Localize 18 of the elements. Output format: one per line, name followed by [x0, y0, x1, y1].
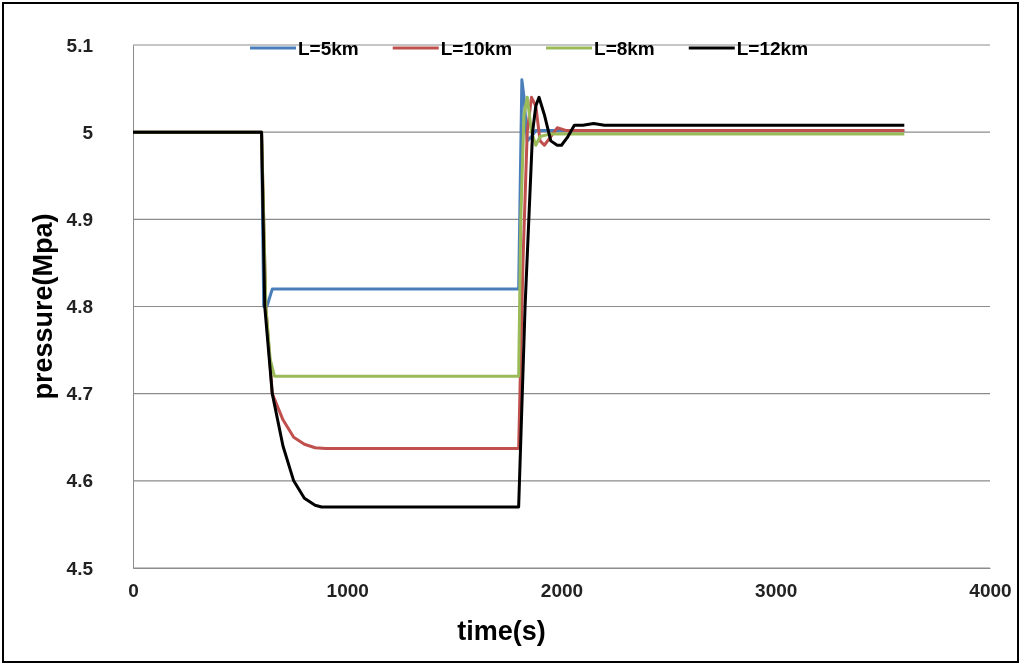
y-tick-label: 4.9 — [66, 208, 93, 230]
y-tick-label: 4.6 — [66, 470, 93, 492]
x-tick-label: 0 — [128, 580, 139, 602]
legend-label: L=12km — [736, 38, 809, 59]
y-tick-label: 5.1 — [66, 34, 94, 56]
x-axis-title: time(s) — [457, 616, 546, 646]
x-tick-label: 4000 — [969, 580, 1012, 602]
y-tick-label: 4.8 — [66, 296, 93, 318]
y-tick-label: 4.7 — [66, 383, 93, 405]
y-axis-title: pressure(Mpa) — [28, 213, 58, 400]
y-tick-label: 4.5 — [66, 557, 94, 579]
y-tick-label: 5 — [82, 121, 94, 143]
legend-label: L=10km — [440, 38, 513, 59]
legend-label: L=5km — [298, 38, 359, 59]
x-tick-label: 2000 — [540, 580, 584, 602]
x-tick-label: 3000 — [755, 580, 798, 602]
legend-label: L=8km — [594, 38, 655, 59]
x-tick-label: 1000 — [326, 580, 369, 602]
